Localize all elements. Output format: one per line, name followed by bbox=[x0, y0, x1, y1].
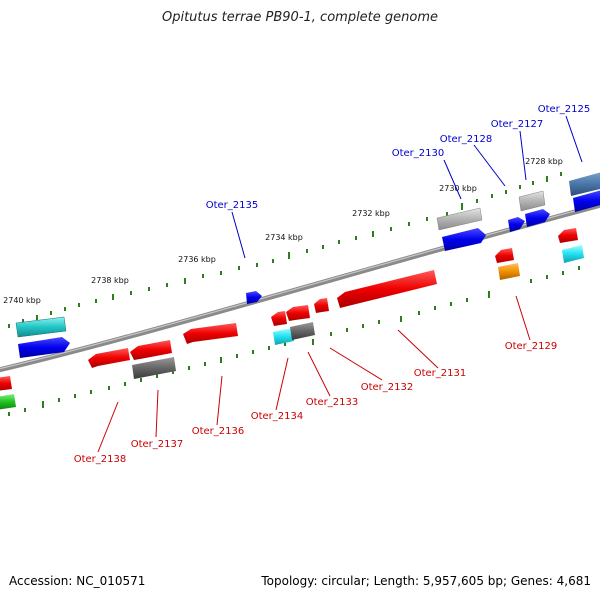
gene-label-oter-2125[interactable]: Oter_2125 bbox=[538, 104, 591, 115]
gene-forward[interactable] bbox=[573, 190, 600, 212]
gene-reverse[interactable] bbox=[314, 298, 329, 313]
forward-leader-lines bbox=[231, 115, 583, 259]
gene-label-oter-2138[interactable]: Oter_2138 bbox=[74, 454, 127, 465]
kbp-label-2740: 2740 kbp bbox=[3, 296, 41, 305]
gene-forward[interactable] bbox=[246, 291, 262, 304]
kbp-label-2736: 2736 kbp bbox=[178, 255, 216, 264]
gene-reverse[interactable] bbox=[130, 340, 172, 360]
gene-label-oter-2136[interactable]: Oter_2136 bbox=[192, 426, 245, 437]
gene-forward[interactable] bbox=[18, 337, 70, 358]
gene-forward[interactable] bbox=[508, 217, 525, 232]
gene-label-oter-2131[interactable]: Oter_2131 bbox=[414, 368, 467, 379]
gene-forward[interactable] bbox=[15, 316, 67, 338]
gene-reverse[interactable] bbox=[290, 322, 315, 340]
gene-label-oter-2128[interactable]: Oter_2128 bbox=[440, 134, 493, 145]
gene-reverse[interactable] bbox=[88, 348, 130, 368]
gene-reverse[interactable] bbox=[0, 394, 16, 410]
gene-label-oter-2133[interactable]: Oter_2133 bbox=[306, 397, 359, 408]
gene-reverse[interactable] bbox=[271, 311, 287, 326]
gene-reverse[interactable] bbox=[183, 323, 238, 344]
kbp-label-2738: 2738 kbp bbox=[91, 276, 129, 285]
gene-forward[interactable] bbox=[569, 172, 600, 196]
gene-reverse[interactable] bbox=[495, 248, 514, 263]
gene-label-oter-2129[interactable]: Oter_2129 bbox=[505, 341, 558, 352]
gene-label-oter-2135[interactable]: Oter_2135 bbox=[206, 200, 259, 211]
map-title: Opitutus terrae PB90-1, complete genome bbox=[161, 10, 439, 25]
gene-reverse[interactable] bbox=[286, 305, 310, 321]
kbp-label-2732: 2732 kbp bbox=[352, 209, 390, 218]
kbp-label-2730: 2730 kbp bbox=[439, 184, 477, 193]
gene-reverse[interactable] bbox=[337, 270, 437, 308]
gene-forward[interactable] bbox=[436, 207, 483, 231]
gene-label-oter-2137[interactable]: Oter_2137 bbox=[131, 439, 184, 450]
gene-reverse[interactable] bbox=[562, 245, 584, 263]
topology-text: Topology: circular; Length: 5,957,605 bp… bbox=[261, 574, 591, 588]
gene-label-oter-2134[interactable]: Oter_2134 bbox=[251, 411, 304, 422]
gene-label-oter-2132[interactable]: Oter_2132 bbox=[361, 382, 414, 393]
accession-text: Accession: NC_010571 bbox=[9, 574, 146, 588]
gene-forward[interactable] bbox=[518, 190, 546, 212]
gene-reverse[interactable] bbox=[132, 357, 176, 379]
gene-forward[interactable] bbox=[525, 209, 550, 227]
kbp-label-2734: 2734 kbp bbox=[265, 233, 303, 242]
reverse-leader-lines bbox=[97, 295, 531, 453]
outer-tick-track bbox=[8, 172, 562, 328]
gene-reverse[interactable] bbox=[558, 228, 578, 243]
kbp-label-2728: 2728 kbp bbox=[525, 157, 563, 166]
gene-forward[interactable] bbox=[442, 228, 486, 251]
gene-label-oter-2127[interactable]: Oter_2127 bbox=[491, 119, 544, 130]
inner-tick-track bbox=[8, 266, 580, 416]
gene-reverse[interactable] bbox=[0, 376, 12, 391]
gene-reverse[interactable] bbox=[498, 263, 520, 280]
gene-label-oter-2130[interactable]: Oter_2130 bbox=[392, 148, 445, 159]
gene-reverse[interactable] bbox=[273, 328, 294, 345]
